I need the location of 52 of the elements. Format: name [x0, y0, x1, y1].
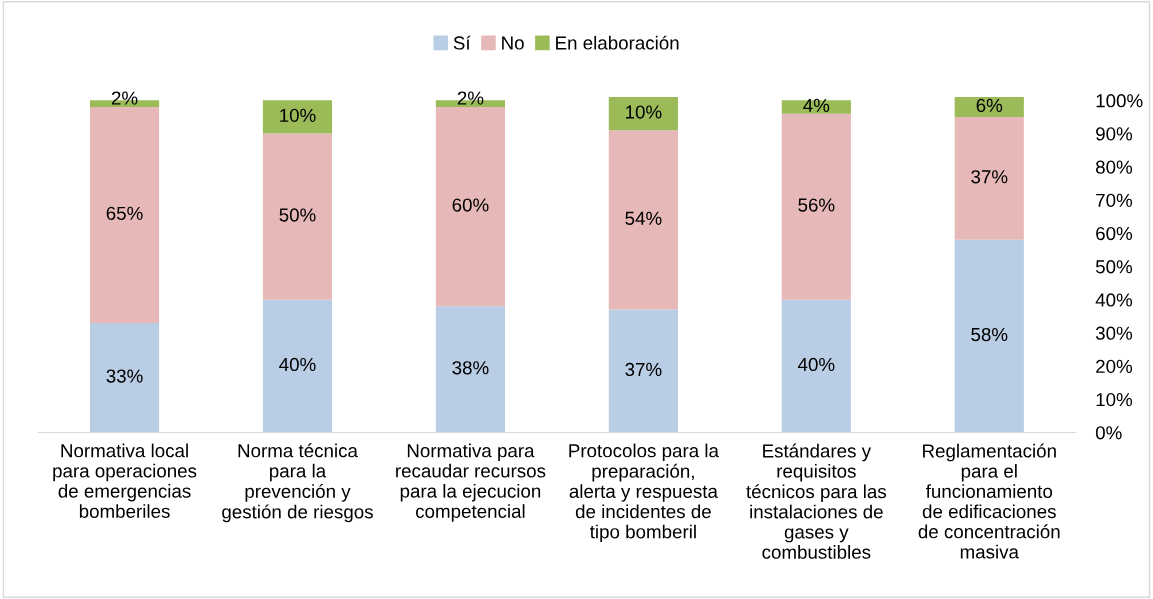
- y-tick-label: 10%: [1096, 392, 1133, 407]
- data-label: 10%: [280, 108, 316, 122]
- legend-label: No: [502, 36, 524, 50]
- legend-label: En elaboración: [556, 35, 679, 50]
- bar: [262, 100, 333, 134]
- data-label: 37%: [625, 362, 662, 377]
- x-tick-label: Normativa local para operaciones de emergencias bomberiles: [53, 443, 197, 518]
- data-label: 10%: [626, 105, 662, 119]
- legend-label: Sí: [453, 35, 471, 50]
- y-tick-label: 100%: [1096, 94, 1143, 108]
- y-tick-label: 40%: [1095, 293, 1133, 307]
- y-tick-label: 0%: [1095, 426, 1122, 440]
- x-tick-label: Protocolos para la preparación, alerta y respuesta de incidentes de tipo bomberil: [569, 443, 719, 543]
- data-label: 40%: [797, 357, 835, 372]
- y-tick-label: 90%: [1096, 127, 1133, 141]
- bar: [954, 116, 1024, 240]
- x-tick-label: Reglamentación para el funcionamiento de edificaciones de concentración masiva: [918, 443, 1060, 559]
- data-label: 40%: [279, 357, 316, 372]
- data-label: 60%: [452, 198, 489, 212]
- x-tick-label: Estándares y requisitos técnicos para las instalaciones de gases y combustibles: [746, 443, 886, 559]
- data-label: 58%: [971, 327, 1008, 342]
- x-tick-label: Normativa para recaudar recursos para la ejecucion competencial: [396, 443, 546, 522]
- data-label: 38%: [452, 361, 489, 375]
- data-label: 4%: [803, 98, 830, 112]
- data-label: 37%: [971, 170, 1008, 184]
- data-label: 56%: [798, 198, 835, 212]
- y-tick-label: 50%: [1095, 260, 1133, 274]
- y-tick-label: 60%: [1096, 226, 1133, 241]
- bar: [262, 133, 333, 300]
- bar: [608, 130, 678, 310]
- data-label: 33%: [106, 369, 143, 383]
- data-label: 50%: [279, 208, 316, 222]
- bar: [435, 306, 506, 433]
- bar: [89, 107, 160, 323]
- bar: [608, 309, 678, 433]
- y-tick-label: 30%: [1095, 326, 1133, 340]
- data-label: 54%: [625, 211, 662, 225]
- bar: [781, 113, 851, 300]
- bar: [89, 322, 160, 433]
- bar: [262, 299, 333, 433]
- bar: [781, 299, 851, 433]
- bar: [954, 97, 1024, 117]
- bar: [435, 107, 506, 307]
- bar: [781, 100, 851, 114]
- data-label: 65%: [106, 206, 143, 220]
- y-tick-label: 20%: [1096, 359, 1133, 374]
- y-tick-label: 80%: [1096, 160, 1133, 174]
- y-tick-label: 70%: [1096, 193, 1133, 207]
- bar: [954, 239, 1024, 433]
- x-tick-label: Norma técnica para la prevención y gestión de riesgos: [222, 443, 373, 523]
- bar: [608, 97, 678, 131]
- data-label: 6%: [976, 98, 1003, 113]
